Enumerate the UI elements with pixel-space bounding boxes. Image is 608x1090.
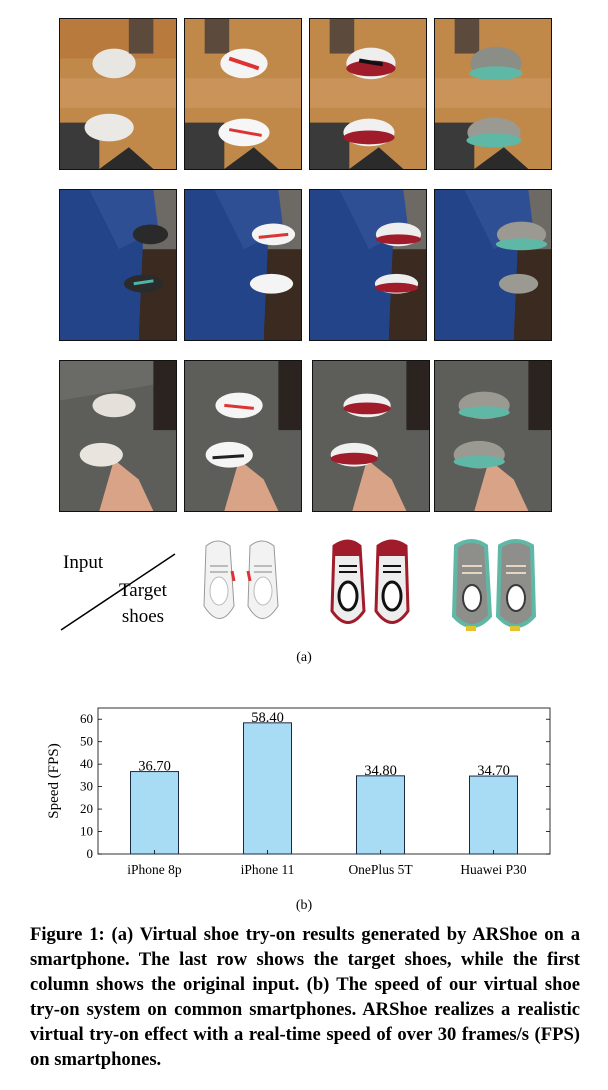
subfigure-b-label: (b)	[295, 898, 313, 913]
x-tick-label: Huawei P30	[460, 862, 527, 877]
y-tick-label: 30	[80, 779, 93, 794]
x-tick-label: OnePlus 5T	[348, 862, 413, 877]
y-tick-label: 40	[80, 756, 93, 771]
bar-value-label: 58.40	[251, 710, 284, 726]
photo-r3-tryon-red-black	[312, 360, 430, 512]
bar-3	[469, 775, 518, 855]
target-shoe-white-red	[196, 536, 286, 636]
photo-r3-tryon-white-red	[184, 360, 302, 512]
y-tick-label: 0	[87, 846, 94, 861]
x-tick-label: iPhone 11	[241, 862, 295, 877]
y-tick-label: 50	[80, 734, 93, 749]
photo-r1-input	[59, 18, 177, 170]
legend-diagonal-line	[60, 553, 176, 631]
x-tick-label: iPhone 8p	[127, 862, 182, 877]
fps-bar-chart: 0 10 20 30 40 50 60 Speed (FPS) 36.70 iPhone 8p 58…	[46, 707, 551, 877]
photo-r2-tryon-red-black	[309, 189, 427, 341]
bar-2	[356, 775, 405, 855]
bar-value-label: 34.70	[477, 763, 510, 779]
tryon-photo-grid	[0, 0, 608, 540]
photo-r1-tryon-teal	[434, 18, 552, 170]
legend-target-line1: Target	[119, 580, 167, 601]
legend-target-line2: shoes	[121, 606, 165, 627]
plot-frame	[97, 707, 551, 855]
target-shoe-red-black	[326, 536, 416, 636]
photo-r1-tryon-red-black	[309, 18, 427, 170]
photo-r3-tryon-teal	[434, 360, 552, 512]
legend-input-label: Input	[63, 552, 104, 573]
photo-r1-tryon-white-red	[184, 18, 302, 170]
photo-r2-tryon-teal	[434, 189, 552, 341]
bar-1	[243, 722, 292, 855]
photo-r2-input	[59, 189, 177, 341]
photo-r2-tryon-white-red	[184, 189, 302, 341]
subfigure-a-label: (a)	[296, 650, 312, 665]
bar-value-label: 36.70	[138, 759, 171, 775]
figure-caption: Figure 1: (a) Virtual shoe try-on result…	[30, 924, 580, 1070]
input-target-legend: Input Target shoes	[55, 548, 185, 638]
y-tick-label: 60	[80, 711, 93, 726]
target-shoe-teal	[450, 536, 540, 636]
bar-0	[130, 771, 179, 855]
y-tick-label: 20	[80, 801, 93, 816]
photo-r3-input	[59, 360, 177, 512]
bar-value-label: 34.80	[364, 763, 397, 779]
legend-target-label: Target shoes	[119, 578, 167, 630]
y-axis-label: Speed (FPS)	[46, 743, 62, 818]
y-tick-label: 10	[80, 824, 93, 839]
